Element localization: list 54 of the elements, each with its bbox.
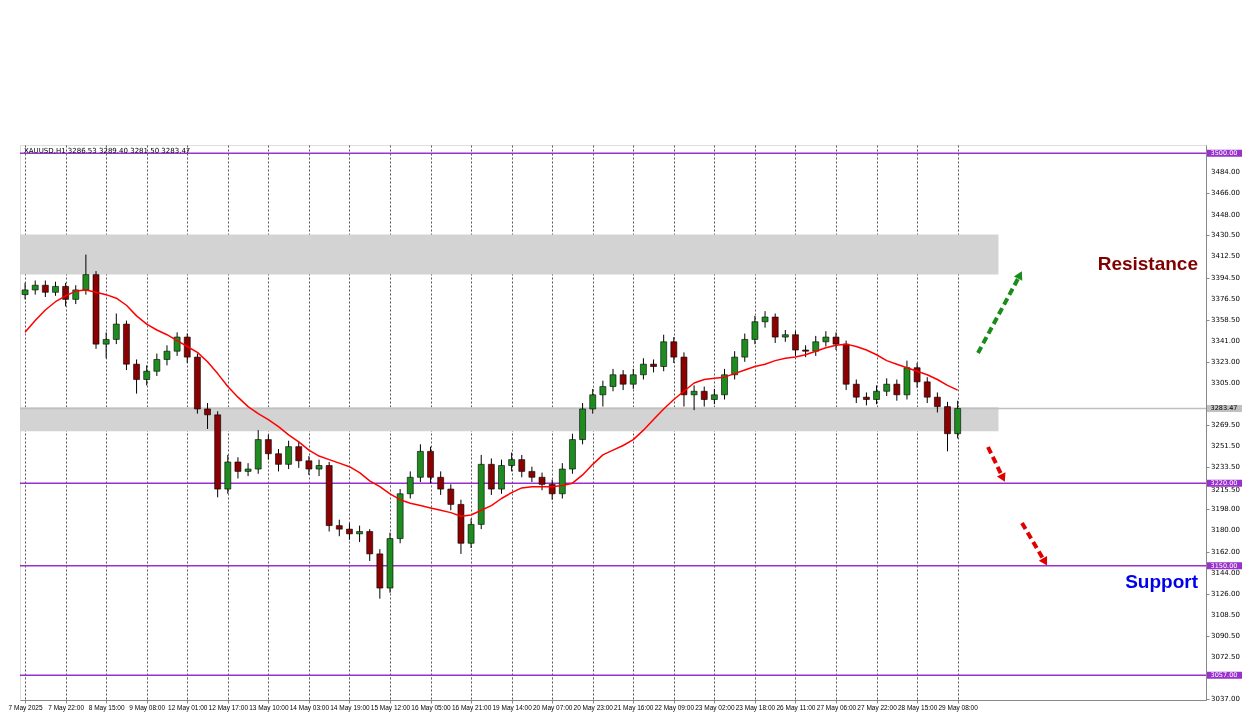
candlestick: [285, 440, 292, 470]
candlestick: [275, 448, 282, 472]
candlestick: [852, 378, 860, 404]
candlestick: [619, 369, 627, 391]
candlestick: [822, 330, 830, 347]
candlestick: [295, 441, 303, 469]
candlestick: [721, 368, 728, 401]
candlestick: [812, 335, 820, 357]
candlestick: [113, 313, 120, 345]
candlestick: [700, 386, 708, 408]
candlestick: [204, 402, 211, 430]
candlestick: [761, 310, 769, 329]
candlestick: [315, 459, 323, 477]
candlestick: [741, 333, 749, 363]
candlestick: [437, 470, 444, 496]
candlestick: [690, 384, 698, 411]
candlestick: [265, 434, 272, 461]
candlestick: [62, 282, 69, 307]
candlestick: [923, 376, 931, 404]
candlestick: [599, 380, 607, 408]
candlestick: [163, 344, 171, 366]
candlestick: [183, 333, 191, 364]
candlestick: [447, 483, 455, 511]
candlestick: [751, 315, 759, 345]
candlestick: [548, 479, 556, 501]
candlestick: [143, 364, 151, 386]
candlestick: [366, 528, 374, 562]
annotation: Support: [1125, 571, 1199, 592]
candlestick: [133, 358, 140, 395]
candlestick: [518, 454, 526, 478]
candlestick: [498, 459, 505, 495]
candlestick: [234, 456, 242, 479]
candlestick: [244, 462, 252, 477]
candlestick: [771, 313, 779, 344]
candlestick: [893, 378, 901, 402]
candlestick: [467, 518, 475, 549]
candlestick: [305, 455, 313, 476]
candlestick: [528, 466, 536, 483]
candlestick: [21, 282, 29, 300]
candlestick: [406, 470, 414, 499]
candlestick: [934, 391, 941, 413]
candlestick: [792, 330, 799, 357]
candlestick: [873, 384, 880, 405]
candlestick: [102, 331, 110, 359]
candlestick: [731, 350, 738, 380]
candlestick: [508, 452, 515, 472]
candlestick: [670, 336, 678, 364]
candlestick: [609, 368, 617, 392]
candlestick: [589, 388, 597, 415]
candlestick: [640, 357, 647, 380]
candlestick: [629, 368, 637, 390]
annotation: Resistance: [1097, 253, 1198, 274]
candlestick: [153, 353, 161, 377]
candlestick: [82, 254, 90, 296]
